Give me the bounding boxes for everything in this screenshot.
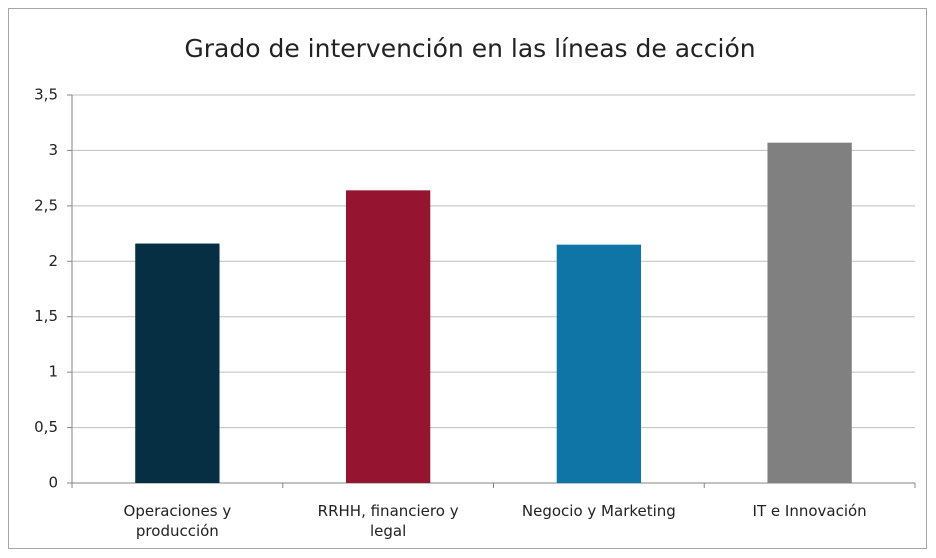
x-tick-label: IT e Innovación: [752, 502, 867, 520]
y-tick-label: 1,5: [34, 307, 58, 325]
y-tick-label: 0,5: [34, 418, 58, 436]
bar: [345, 190, 431, 483]
bar: [767, 142, 852, 483]
bar: [135, 243, 220, 483]
y-tick-label: 2: [48, 252, 58, 270]
y-tick-label: 1: [48, 363, 58, 381]
y-tick-label: 0: [48, 474, 58, 492]
y-tick-label: 2,5: [34, 196, 58, 214]
y-tick-label: 3: [48, 141, 58, 159]
bar: [556, 244, 642, 483]
y-tick-label: 3,5: [34, 86, 58, 104]
chart-title: Grado de intervención en las líneas de a…: [184, 34, 755, 63]
x-tick-label: RRHH, financiero y legal: [317, 502, 459, 540]
x-tick-label: Operaciones y producción: [123, 502, 232, 540]
x-tick-label: Negocio y Marketing: [521, 502, 676, 520]
